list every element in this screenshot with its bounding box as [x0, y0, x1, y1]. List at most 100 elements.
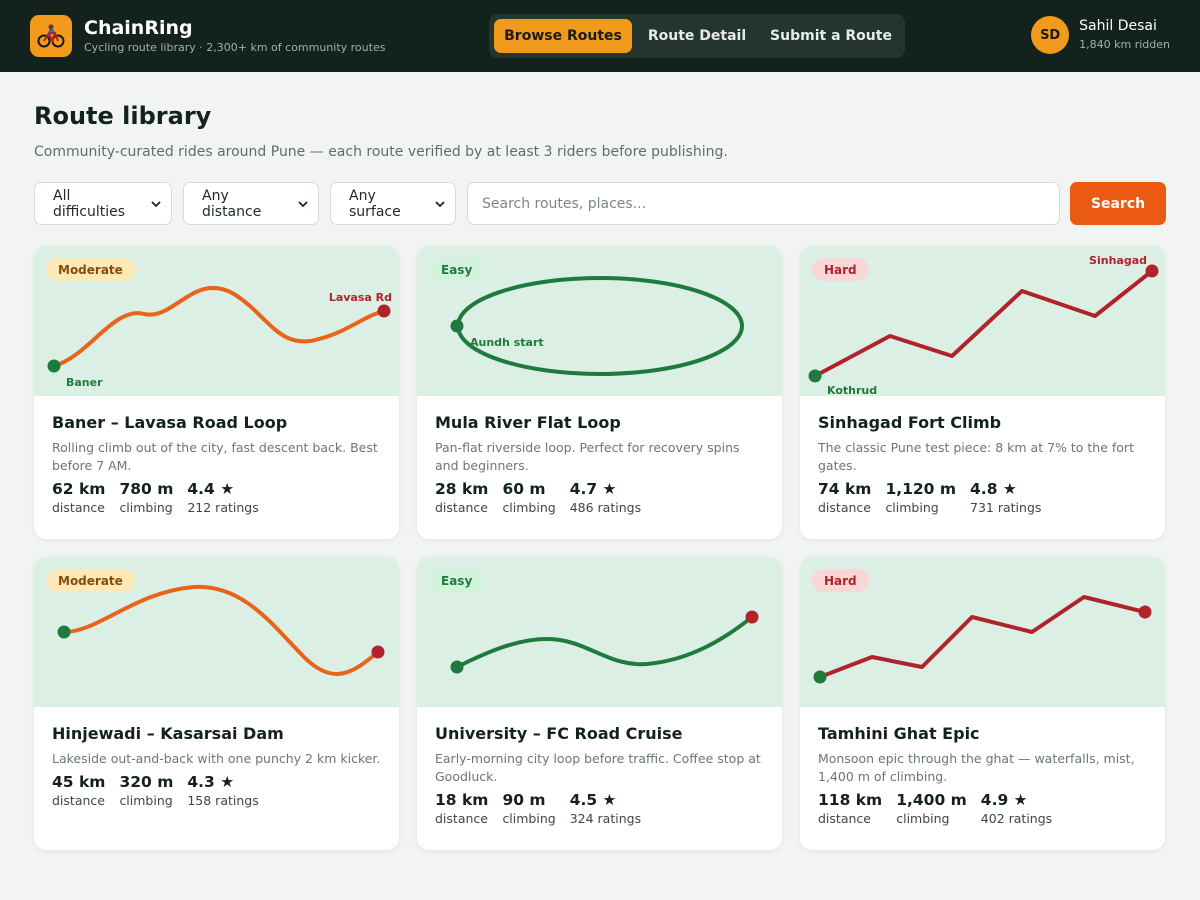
tab-browse-routes[interactable]: Browse Routes: [494, 19, 632, 53]
route-title[interactable]: Tamhini Ghat Epic: [818, 724, 980, 743]
route-distance: 62 km: [52, 480, 106, 498]
route-card[interactable]: Aundh start Easy Mula River Flat Loop Pa…: [417, 246, 782, 539]
filter-bar: All difficulties Any distance Any surfac…: [34, 182, 1166, 225]
distance-select-value: Any distance: [202, 187, 262, 220]
route-card[interactable]: Baner Lavasa Rd Moderate Baner – Lavasa …: [34, 246, 399, 539]
ratings-count: 402 ratings: [980, 811, 1053, 826]
route-climbing: 1,400 m: [896, 791, 967, 809]
route-start-marker: [813, 670, 827, 684]
chevron-down-icon: [151, 196, 161, 212]
app-name: ChainRing: [84, 17, 193, 39]
route-distance: 45 km: [52, 773, 106, 791]
route-title[interactable]: Hinjewadi – Kasarsai Dam: [52, 724, 284, 743]
route-start-label: Aundh start: [470, 336, 544, 349]
chevron-down-icon: [298, 196, 308, 212]
route-line: [819, 595, 1146, 679]
route-end-marker: [377, 304, 391, 318]
route-start-label: Baner: [66, 376, 103, 389]
route-title[interactable]: Mula River Flat Loop: [435, 413, 621, 432]
route-card[interactable]: Easy University – FC Road Cruise Early-m…: [417, 557, 782, 850]
route-rating: 4.7 ★: [569, 480, 617, 498]
route-climbing: 1,120 m: [885, 480, 957, 498]
distance-label: distance: [52, 500, 105, 515]
app-tagline: Cycling route library · 2,300+ km of com…: [84, 41, 386, 54]
climbing-label: climbing: [885, 500, 939, 515]
route-title[interactable]: Baner – Lavasa Road Loop: [52, 413, 288, 432]
route-end-marker: [745, 610, 759, 624]
route-title[interactable]: Sinhagad Fort Climb: [818, 413, 1002, 432]
route-description: Rolling climb out of the city, fast desc…: [52, 440, 378, 473]
route-line: [455, 615, 754, 669]
distance-label: distance: [435, 500, 488, 515]
route-stats: 74 km distance 1,120 m climbing 4.8 ★ 731 r…: [818, 479, 1147, 517]
page-subtitle: Community-curated rides around Pune — ea…: [34, 144, 728, 160]
route-rating: 4.3 ★: [187, 773, 235, 791]
route-description: Monsoon epic through the ghat — waterfal…: [818, 751, 1135, 784]
ratings-count: 158 ratings: [187, 793, 259, 808]
difficulty-badge: Easy: [429, 258, 485, 281]
user-menu[interactable]: SD Sahil Desai 1,840 km ridden: [1031, 16, 1170, 54]
route-card[interactable]: Kothrud Sinhagad Hard Sinhagad Fort Clim…: [800, 246, 1165, 539]
route-climbing: 320 m: [119, 773, 174, 791]
difficulty-select[interactable]: All difficulties: [34, 182, 172, 225]
route-start-marker: [47, 359, 61, 373]
difficulty-badge: Hard: [812, 258, 869, 281]
main-nav: Browse Routes Route Detail Submit a Rout…: [489, 14, 905, 58]
route-distance: 18 km: [435, 791, 489, 809]
route-climbing: 780 m: [119, 480, 174, 498]
route-stats: 28 km distance 60 m climbing 4.7 ★ 486 rati…: [435, 479, 764, 517]
route-end-marker: [371, 645, 385, 659]
search-button[interactable]: Search: [1070, 182, 1166, 225]
route-distance: 74 km: [818, 480, 872, 498]
route-grid: Baner Lavasa Rd Moderate Baner – Lavasa …: [34, 246, 1166, 850]
route-stats: 118 km distance 1,400 m climbing 4.9 ★ 402 …: [818, 790, 1147, 828]
distance-label: distance: [435, 811, 488, 826]
difficulty-badge: Moderate: [46, 569, 135, 592]
route-rating: 4.4 ★: [187, 480, 235, 498]
page-title: Route library: [34, 102, 212, 130]
route-map: Hard: [800, 557, 1165, 707]
climbing-label: climbing: [502, 811, 556, 826]
search-input[interactable]: [467, 182, 1060, 225]
difficulty-select-value: All difficulties: [53, 187, 126, 220]
user-name: Sahil Desai: [1079, 18, 1157, 34]
route-line: [456, 276, 744, 376]
main-content: Route library Community-curated rides ar…: [0, 100, 1200, 850]
route-map: Kothrud Sinhagad Hard: [800, 246, 1165, 396]
route-line: [62, 584, 380, 676]
route-description: Pan-flat riverside loop. Perfect for rec…: [435, 440, 740, 473]
avatar[interactable]: SD: [1031, 16, 1070, 54]
route-description: Early-morning city loop before traffic. …: [435, 751, 761, 784]
ratings-count: 731 ratings: [970, 500, 1042, 515]
difficulty-badge: Easy: [429, 569, 485, 592]
chevron-down-icon: [435, 196, 445, 212]
route-map: Aundh start Easy: [417, 246, 782, 396]
route-end-marker: [1138, 605, 1152, 619]
route-start-label: Kothrud: [827, 384, 877, 396]
route-title[interactable]: University – FC Road Cruise: [435, 724, 683, 743]
distance-label: distance: [818, 811, 871, 826]
ratings-count: 486 ratings: [569, 500, 642, 515]
brand[interactable]: ChainRing Cycling route library · 2,300+…: [30, 15, 385, 57]
route-card[interactable]: Moderate Hinjewadi – Kasarsai Dam Lakesi…: [34, 557, 399, 850]
distance-select[interactable]: Any distance: [183, 182, 319, 225]
route-map: Easy: [417, 557, 782, 707]
ratings-count: 324 ratings: [569, 811, 642, 826]
route-start-marker: [450, 319, 464, 333]
route-card[interactable]: Hard Tamhini Ghat Epic Monsoon epic thro…: [800, 557, 1165, 850]
climbing-label: climbing: [119, 793, 173, 808]
climbing-label: climbing: [896, 811, 950, 826]
route-stats: 45 km distance 320 m climbing 4.3 ★ 158 rat…: [52, 772, 381, 810]
difficulty-badge: Moderate: [46, 258, 135, 281]
surface-select[interactable]: Any surface: [330, 182, 456, 225]
bicycle-icon: [30, 15, 72, 57]
top-bar: ChainRing Cycling route library · 2,300+…: [0, 0, 1200, 72]
route-description: The classic Pune test piece: 8 km at 7% …: [818, 440, 1134, 473]
difficulty-badge: Hard: [812, 569, 869, 592]
tab-submit-route[interactable]: Submit a Route: [770, 28, 892, 44]
route-start-marker: [57, 625, 71, 639]
route-start-marker: [450, 660, 464, 674]
route-map: Baner Lavasa Rd Moderate: [34, 246, 399, 396]
tab-route-detail[interactable]: Route Detail: [647, 28, 747, 44]
route-climbing: 90 m: [502, 791, 546, 809]
